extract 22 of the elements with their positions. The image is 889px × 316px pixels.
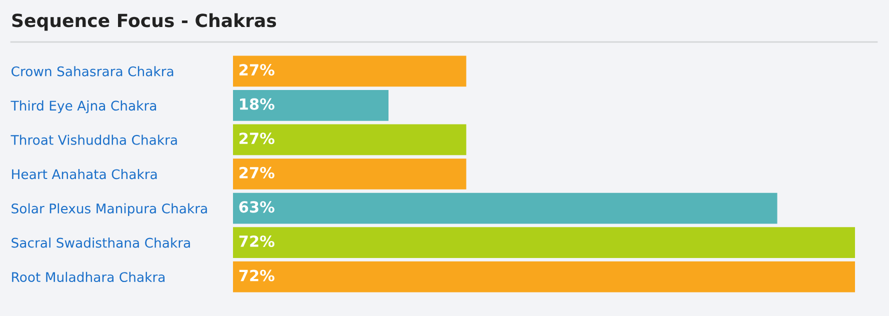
data-label: 63%	[239, 201, 274, 213]
y-tick-label: Solar Plexus Manipura Chakra	[12, 203, 207, 216]
y-tick-label: Root Muladhara Chakra	[12, 272, 165, 282]
data-label: 27%	[240, 166, 274, 178]
bar	[233, 56, 466, 87]
bar	[233, 124, 466, 156]
y-tick-label: Third Eye Ajna Chakra	[10, 100, 156, 114]
data-label: 18%	[240, 98, 274, 110]
data-label: 27%	[240, 132, 274, 144]
y-tick-label: Sacral Swadisthana Chakra	[12, 238, 190, 248]
y-tick-label: Throat Vishuddha Chakra	[10, 134, 177, 145]
data-label: 72%	[239, 270, 274, 282]
data-label: 27%	[240, 64, 274, 76]
data-label: 72%	[239, 235, 274, 248]
bar	[233, 261, 855, 292]
chart-title: Sequence Focus - Chakras	[12, 13, 276, 31]
bar	[233, 227, 855, 258]
bar	[233, 192, 778, 224]
bar	[233, 158, 466, 190]
bar	[233, 90, 388, 121]
y-tick-label: Crown Sahasrara Chakra	[12, 66, 174, 76]
y-tick-label: Heart Anahata Chakra	[12, 168, 157, 180]
